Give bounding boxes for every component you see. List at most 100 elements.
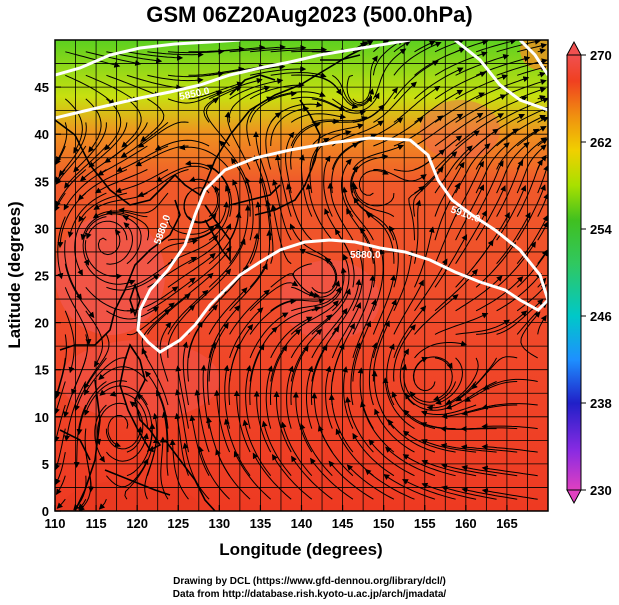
streamline <box>147 238 199 265</box>
y-axis-label: Latitude (degrees) <box>5 201 24 348</box>
streamline <box>496 128 540 170</box>
streamline <box>65 51 121 68</box>
streamline <box>496 212 531 265</box>
streamline <box>373 117 424 147</box>
footer-credit-data: Data from http://database.rish.kyoto-u.a… <box>172 589 447 600</box>
streamline <box>147 277 196 312</box>
streamline <box>311 325 340 382</box>
streamline <box>475 276 524 312</box>
streamline <box>270 344 288 406</box>
streamline <box>253 390 272 453</box>
streamline <box>84 240 123 280</box>
streamline <box>121 98 142 148</box>
y-tick-label: 40 <box>35 127 49 142</box>
streamline <box>496 79 547 100</box>
streamline <box>136 393 153 453</box>
streamline <box>385 446 436 477</box>
streamline <box>340 158 354 217</box>
streamline <box>229 44 286 53</box>
streamline <box>76 381 107 436</box>
streamline <box>299 248 337 288</box>
streamline <box>209 44 266 53</box>
streamline <box>290 121 321 170</box>
contour-5850 <box>518 40 548 76</box>
streamline <box>393 250 415 312</box>
streamline <box>346 208 374 264</box>
streamline <box>167 289 209 335</box>
streamline <box>154 139 210 151</box>
y-tick-label: 45 <box>35 80 49 95</box>
streamline <box>331 278 362 335</box>
streamline <box>124 445 154 500</box>
streamline <box>175 389 189 453</box>
streamline <box>55 428 66 471</box>
streamline <box>289 223 333 265</box>
streamline <box>311 116 368 123</box>
x-tick-label: 135 <box>250 516 272 531</box>
streamline <box>352 144 405 170</box>
streamline <box>290 300 339 335</box>
streamline <box>230 157 251 217</box>
streamline <box>299 423 333 477</box>
streamline <box>64 310 75 374</box>
streamline <box>328 393 354 453</box>
streamline <box>229 307 264 359</box>
streamline <box>245 177 254 241</box>
streamline <box>357 367 374 429</box>
streamline <box>106 432 149 462</box>
colorbar-tick-label: 254 <box>590 222 612 237</box>
streamline <box>182 442 210 500</box>
streamline <box>207 341 216 406</box>
streamline <box>265 365 273 429</box>
streamline <box>414 89 464 123</box>
streamline <box>517 42 548 53</box>
streamline <box>97 145 148 176</box>
streamline <box>188 201 230 241</box>
streamline <box>291 96 346 111</box>
streamline <box>55 404 66 443</box>
streamline <box>441 463 497 477</box>
streamline <box>414 340 468 359</box>
streamline <box>476 310 528 335</box>
y-tick-label: 25 <box>35 269 49 284</box>
streamline <box>270 91 326 100</box>
streamline <box>516 106 548 123</box>
streamline <box>88 122 128 168</box>
streamline <box>64 145 107 189</box>
streamline <box>372 40 404 76</box>
streamline <box>434 234 468 288</box>
streamline <box>249 280 299 312</box>
streamline <box>382 377 415 430</box>
streamline <box>323 155 333 217</box>
streamline <box>67 192 107 238</box>
streamline <box>120 122 169 158</box>
streamline <box>414 40 436 53</box>
streamline <box>440 443 497 453</box>
streamline <box>325 365 333 429</box>
streamline <box>345 396 374 453</box>
streamline <box>198 445 230 500</box>
streamline <box>270 329 302 382</box>
streamline <box>74 216 87 276</box>
streamline <box>306 365 314 429</box>
streamline <box>206 164 232 217</box>
x-tick-label: 155 <box>414 516 436 531</box>
x-tick-label: 165 <box>496 516 518 531</box>
streamline <box>229 289 270 335</box>
streamline <box>213 389 231 453</box>
streamline <box>475 55 531 76</box>
streamline <box>290 345 309 406</box>
streamline <box>368 439 415 477</box>
streamline <box>324 208 354 264</box>
streamline <box>475 40 517 53</box>
streamline <box>434 130 480 170</box>
streamline <box>393 324 416 382</box>
y-axis: 0 5 10 15 20 25 30 35 40 45 <box>35 80 61 519</box>
streamline <box>208 238 246 288</box>
streamline <box>55 334 67 398</box>
streamline <box>481 423 538 430</box>
colorbar-top-arrow <box>566 40 582 56</box>
streamline <box>155 165 210 183</box>
y-tick-label: 20 <box>35 316 49 331</box>
